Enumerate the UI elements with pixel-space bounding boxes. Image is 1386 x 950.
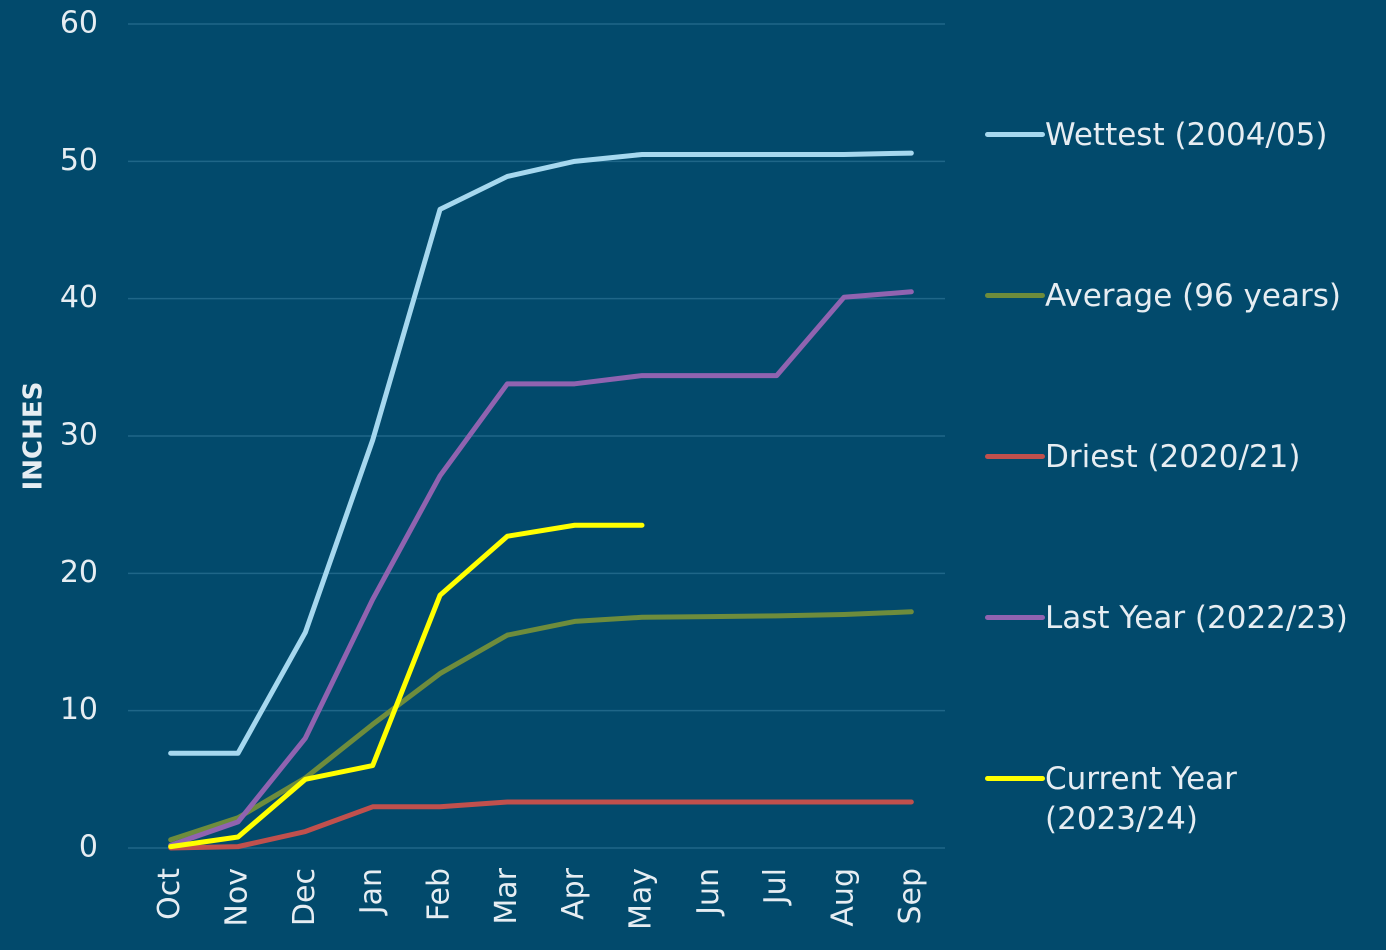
legend-label: Last Year (2022/23) — [1045, 600, 1348, 636]
legend-label: Driest (2020/21) — [1045, 439, 1301, 475]
y-tick-label: 10 — [60, 692, 98, 727]
series-line — [168, 289, 914, 848]
legend-swatch — [985, 293, 1045, 298]
x-tick-label: Feb — [422, 868, 457, 921]
x-tick-label: Sep — [893, 868, 928, 925]
legend-swatch — [985, 454, 1045, 459]
x-tick-label: Jun — [691, 868, 726, 917]
series-line — [168, 150, 914, 756]
y-tick-label: 30 — [60, 418, 98, 453]
legend-swatch — [985, 776, 1045, 781]
series-line — [168, 799, 914, 851]
legend-label: Current Year (2023/24) — [1045, 761, 1237, 837]
x-tick-label: Jan — [354, 868, 389, 916]
y-axis-label: INCHES — [19, 382, 49, 491]
x-tick-label: Aug — [826, 868, 861, 927]
legend-label: Wettest (2004/05) — [1045, 117, 1328, 153]
y-tick-label: 0 — [79, 830, 98, 865]
legend-item: Current Year (2023/24) — [985, 759, 1385, 839]
x-tick-label: Jul — [758, 868, 793, 906]
legend-item: Last Year (2022/23) — [985, 598, 1385, 638]
series-line — [168, 522, 645, 850]
legend-item: Driest (2020/21) — [985, 437, 1385, 477]
legend-item: Wettest (2004/05) — [985, 115, 1385, 155]
x-tick-label: Oct — [152, 868, 187, 920]
x-tick-label: Dec — [287, 868, 322, 926]
series-line — [168, 609, 914, 843]
x-tick-label: Nov — [220, 868, 255, 927]
y-tick-label: 60 — [60, 6, 98, 41]
y-tick-label: 20 — [60, 555, 98, 590]
legend-item: Average (96 years) — [985, 276, 1385, 316]
y-tick-label: 50 — [60, 143, 98, 178]
x-tick-label: Apr — [556, 867, 591, 920]
x-tick-label: Mar — [489, 867, 524, 924]
y-tick-label: 40 — [60, 280, 98, 315]
legend-label: Average (96 years) — [1045, 278, 1341, 314]
x-tick-label: May — [624, 868, 659, 930]
legend-swatch — [985, 615, 1045, 620]
legend-swatch — [985, 132, 1045, 137]
